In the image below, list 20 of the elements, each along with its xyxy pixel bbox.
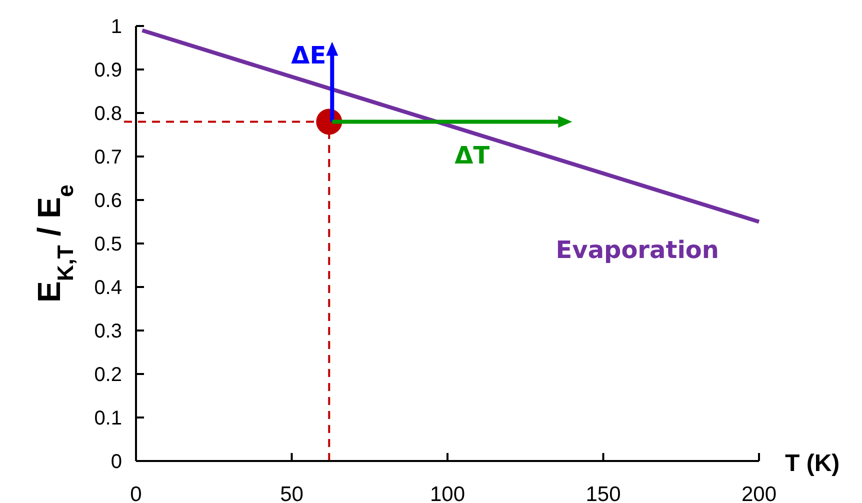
y-tick-label: 0.3 <box>94 320 122 342</box>
y-tick-label: 0.7 <box>94 146 122 168</box>
y-tick-label: 0.4 <box>94 277 122 299</box>
x-axis-title: T (K) <box>785 450 840 477</box>
y-tick-label: 0.5 <box>94 234 122 256</box>
series-label: Evaporation <box>556 236 719 264</box>
y-tick-label: 0.8 <box>94 103 122 125</box>
y-tick-label: 0.1 <box>94 408 122 430</box>
x-tick-label: 100 <box>430 483 466 503</box>
y-tick-label: 0.2 <box>94 364 122 386</box>
y-tick-label: 0 <box>110 451 122 473</box>
x-tick-label: 150 <box>586 483 621 503</box>
annotation: ΔT <box>454 142 490 170</box>
y-tick-label: 0.6 <box>94 190 122 212</box>
x-tick-label: 200 <box>741 483 777 503</box>
y-tick-label: 0.9 <box>94 60 122 82</box>
y-tick-label: 1 <box>110 16 122 38</box>
x-tick-label: 50 <box>280 483 304 503</box>
x-tick-label: 0 <box>130 483 142 503</box>
annotation: ΔE <box>291 42 326 70</box>
